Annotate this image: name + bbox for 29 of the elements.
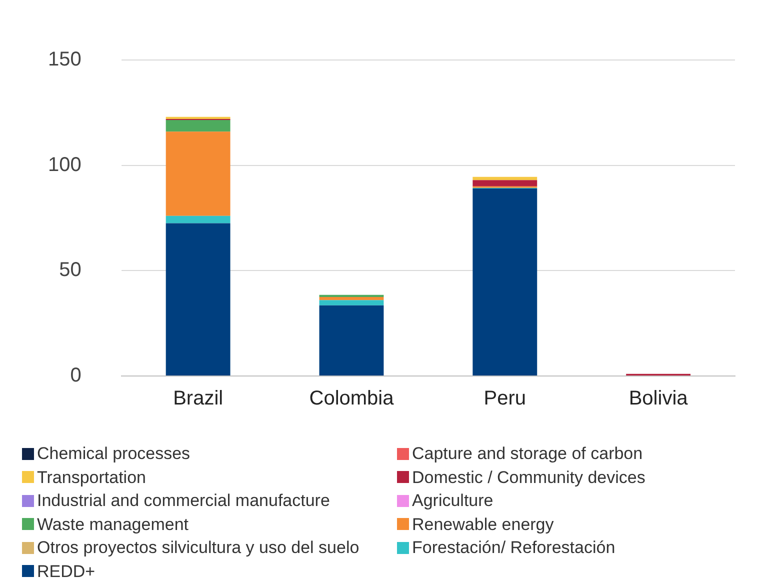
bar bbox=[166, 120, 230, 132]
legend-label: Renewable energy bbox=[412, 514, 554, 536]
legend-label: Chemical processes bbox=[37, 443, 190, 465]
bar bbox=[166, 223, 230, 376]
legend-label: Forestación/ Reforestación bbox=[412, 537, 616, 559]
y-tick-label: 50 bbox=[59, 259, 82, 282]
legend-label: Transportation bbox=[37, 466, 146, 488]
bar bbox=[166, 132, 230, 216]
legend-label: Domestic / Community devices bbox=[412, 466, 646, 488]
x-tick-label: Brazil bbox=[173, 388, 224, 410]
bar bbox=[472, 176, 538, 180]
x-tick-label: Peru bbox=[484, 388, 526, 410]
y-tick-label: 150 bbox=[48, 48, 82, 71]
x-tick-label: Colombia bbox=[309, 388, 395, 410]
bar bbox=[319, 297, 384, 300]
legend-label: Otros proyectos silvicultura y uso del suelo bbox=[37, 537, 360, 559]
bar bbox=[472, 188, 538, 376]
bar bbox=[472, 180, 538, 186]
y-tick-label: 100 bbox=[48, 154, 82, 176]
legend-label: Capture and storage of carbon bbox=[412, 443, 643, 465]
legend-label: Waste management bbox=[37, 514, 188, 536]
bar bbox=[166, 216, 230, 224]
legend-label: Industrial and commercial manufacture bbox=[37, 490, 330, 512]
legend-label: Agriculture bbox=[412, 490, 494, 512]
bar bbox=[319, 300, 384, 306]
x-tick-label: Bolivia bbox=[628, 388, 689, 410]
bar bbox=[319, 305, 384, 376]
y-tick-label: 0 bbox=[70, 364, 82, 387]
legend-label: REDD+ bbox=[37, 560, 96, 582]
